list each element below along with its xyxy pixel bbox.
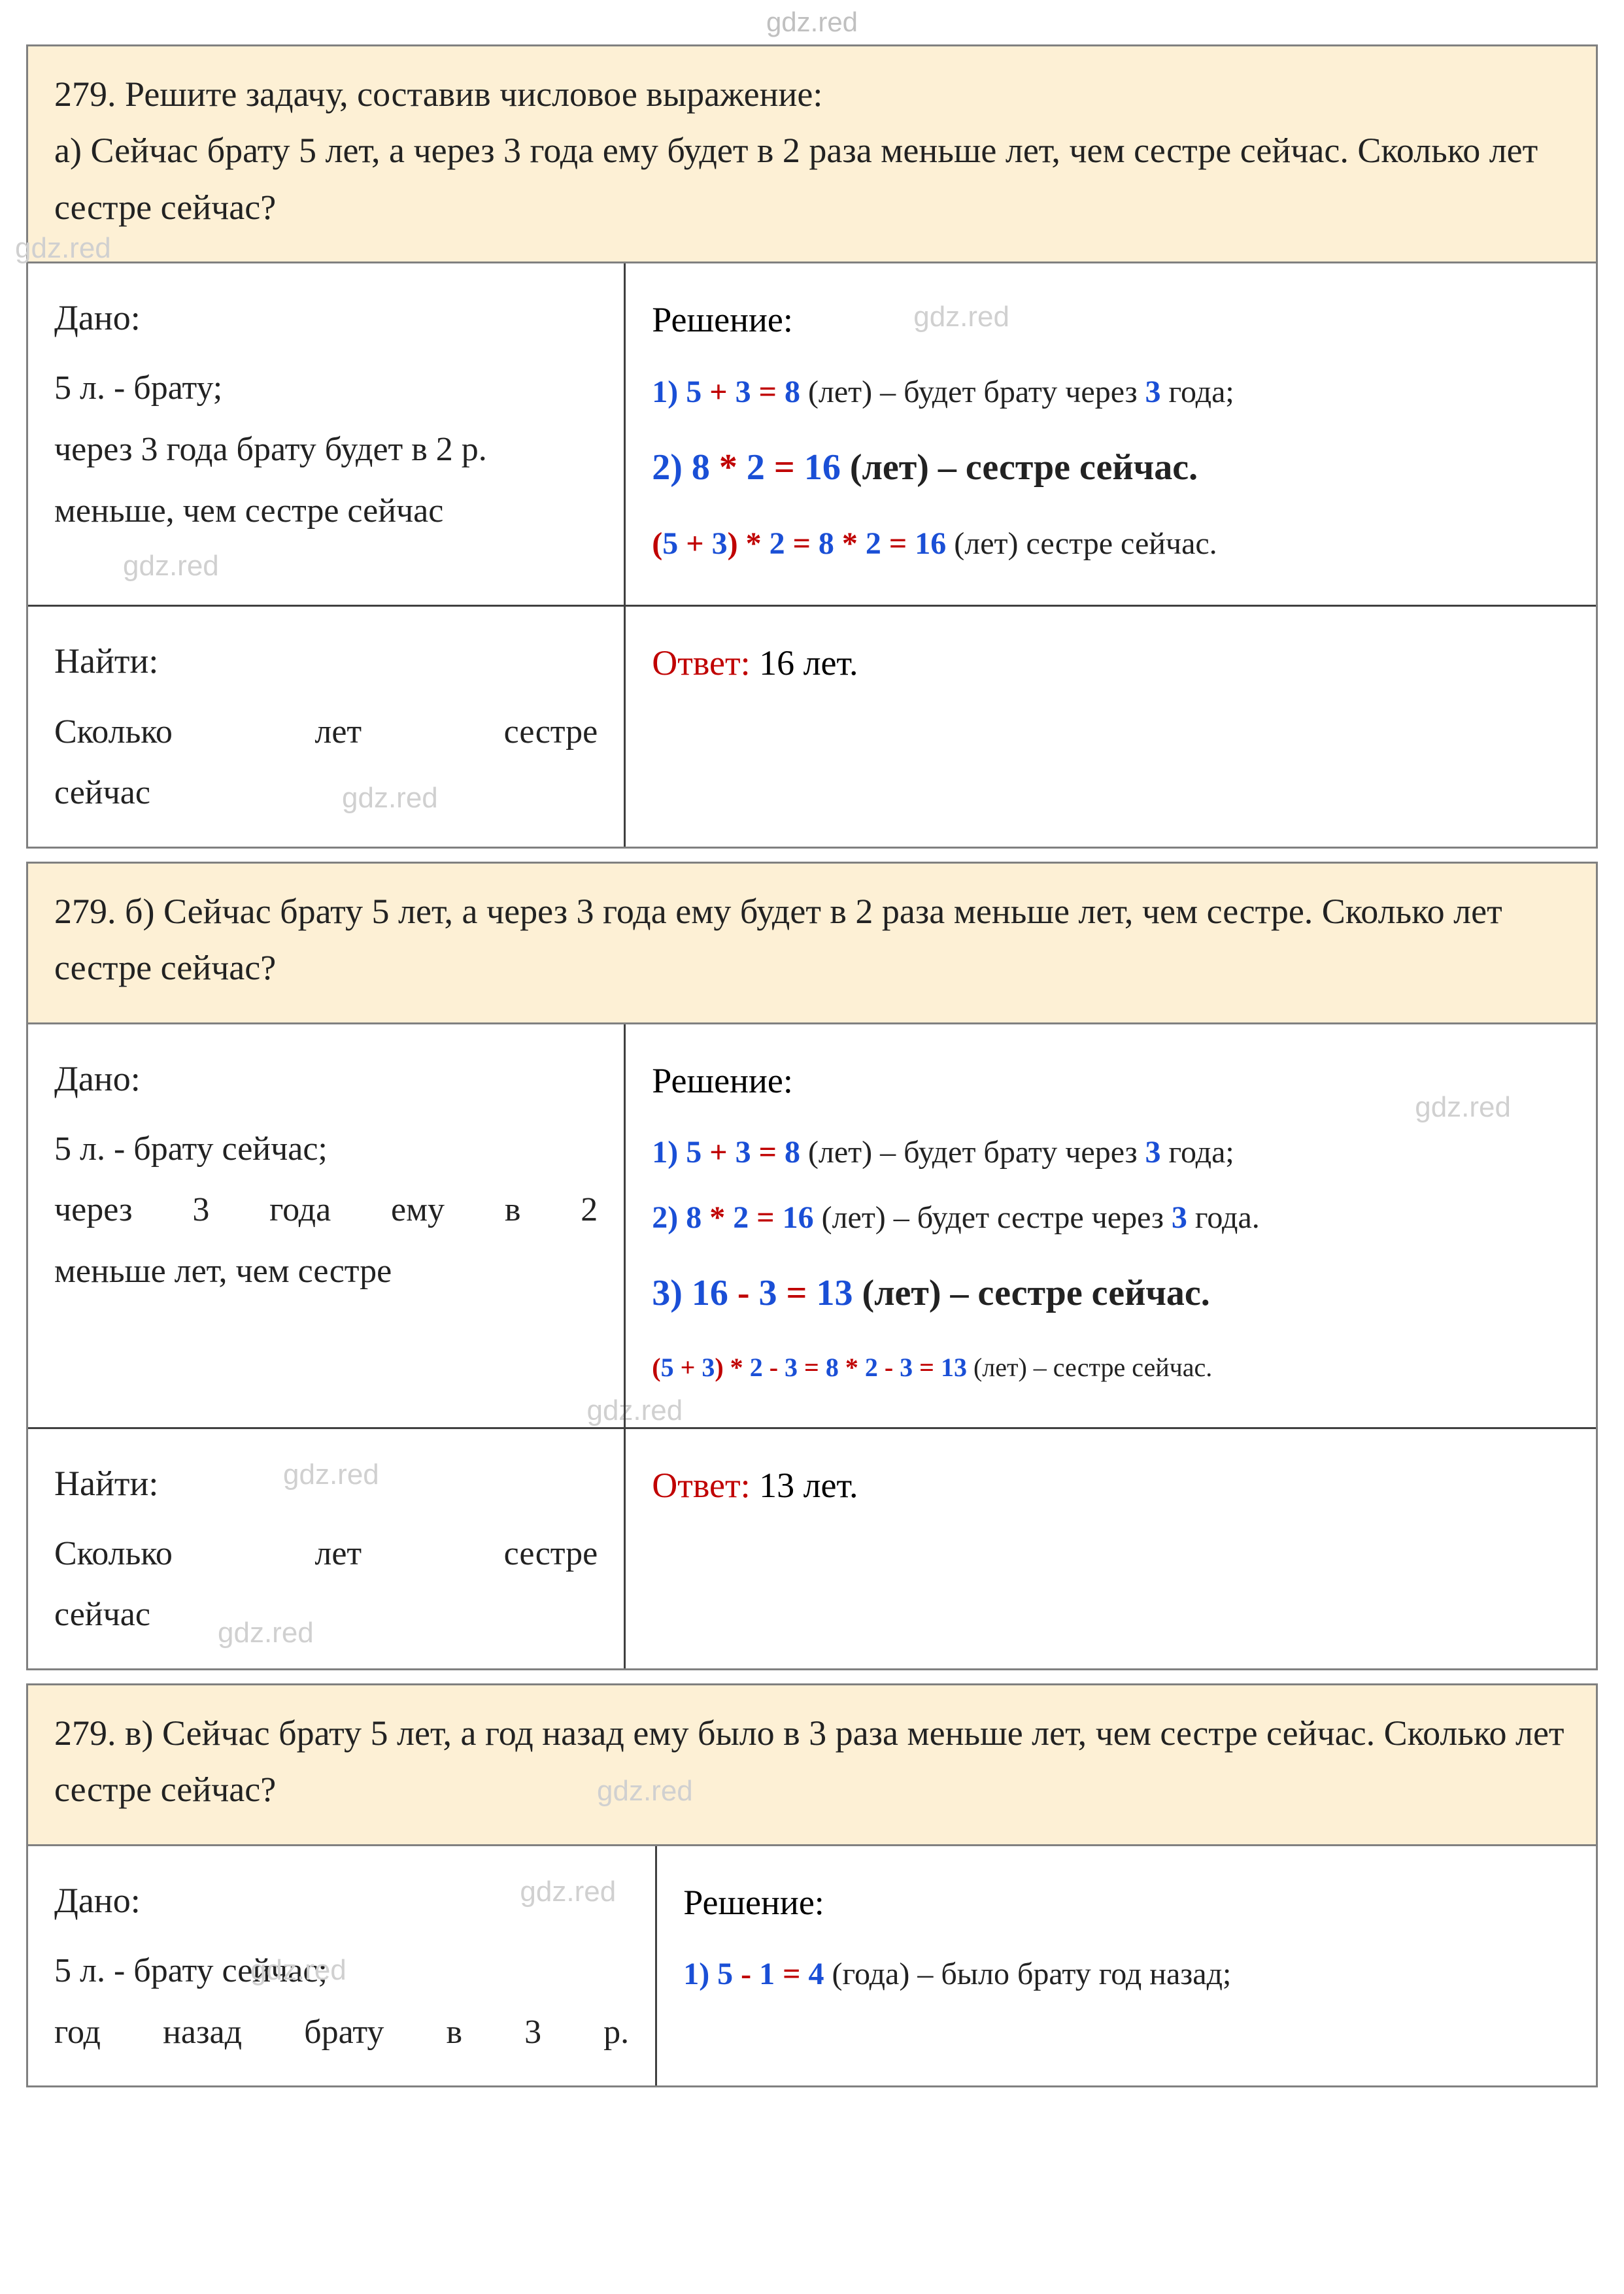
find-section-b: Найти: gdz.red Сколько лет сестре сейчас… <box>28 1427 624 1668</box>
given-section-a: Дано: 5 л. - брату; через 3 года брату б… <box>28 263 624 605</box>
problem-number: 279. Решите задачу, составив числовое вы… <box>54 75 822 114</box>
problem-sub-a: а) Сейчас брату 5 лет, а через 3 года ем… <box>54 131 1538 226</box>
solution-step-3: 3) 16 - 3 = 13 (лет) – сестре сейчас. <box>652 1258 1570 1328</box>
solution-step-1: 1) 5 - 1 = 4 (года) – было брату год наз… <box>683 1948 1570 2001</box>
find-text: Сколько лет сестре <box>54 1523 598 1585</box>
given-line: 5 л. - брату; <box>54 358 598 419</box>
problem-sub-c: 279. в) Сейчас брату 5 лет, а год назад … <box>54 1713 1565 1809</box>
problem-header-b: 279. б) Сейчас брату 5 лет, а через 3 го… <box>28 864 1596 1024</box>
answer-section-b: Ответ: 13 лет. <box>624 1427 1596 1668</box>
problem-block-c: 279. в) Сейчас брату 5 лет, а год назад … <box>26 1683 1598 2087</box>
problem-sub-b: 279. б) Сейчас брату 5 лет, а через 3 го… <box>54 892 1502 987</box>
find-text: Сколько лет сестре <box>54 701 598 763</box>
solution-step-1: 1) 5 + 3 = 8 (лет) – будет брату через 3… <box>652 1126 1570 1179</box>
answer-section-a: Ответ: 16 лет. <box>624 605 1596 846</box>
problem-block-b: 279. б) Сейчас брату 5 лет, а через 3 го… <box>26 862 1598 1670</box>
watermark: gdz.red <box>597 1768 693 1814</box>
solution-label: Решение: <box>652 286 1570 354</box>
solution-section-c: Решение: 1) 5 - 1 = 4 (года) – было брат… <box>655 1846 1596 2085</box>
given-line: меньше лет, чем сестре <box>54 1241 598 1302</box>
given-section-b: Дано: 5 л. - брату сейчас; через 3 года … <box>28 1024 624 1427</box>
solution-step-1: 1) 5 + 3 = 8 (лет) – будет брату через 3… <box>652 365 1570 419</box>
solution-formula: (5 + 3) * 2 = 8 * 2 = 16 (лет) сестре се… <box>652 517 1570 571</box>
page-header-watermark: gdz.red <box>0 0 1624 44</box>
watermark: gdz.red <box>123 540 219 592</box>
problem-body-a: Дано: 5 л. - брату; через 3 года брату б… <box>28 263 1596 605</box>
solution-label: Решение: <box>652 1047 1570 1115</box>
problem-body-b: Дано: 5 л. - брату сейчас; через 3 года … <box>28 1024 1596 1427</box>
given-line: через 3 года ему в 2 <box>54 1179 598 1241</box>
problem-block-a: 279. Решите задачу, составив числовое вы… <box>26 44 1598 849</box>
given-label: Дано: <box>54 286 598 350</box>
problem-header-c: 279. в) Сейчас брату 5 лет, а год назад … <box>28 1685 1596 1846</box>
find-label: Найти: <box>54 1452 598 1515</box>
solution-label: Решение: <box>683 1869 1570 1936</box>
solution-formula: (5 + 3) * 2 - 3 = 8 * 2 - 3 = 13 (лет) –… <box>652 1343 1570 1392</box>
solution-step-2: 2) 8 * 2 = 16 (лет) – сестре сейчас. <box>652 433 1570 502</box>
given-line: год назад брату в 3 р. <box>54 2002 629 2063</box>
find-label: Найти: <box>54 630 598 693</box>
find-answer-row-b: Найти: gdz.red Сколько лет сестре сейчас… <box>28 1427 1596 1668</box>
solution-section-b: Решение: gdz.red 1) 5 + 3 = 8 (лет) – бу… <box>624 1024 1596 1427</box>
find-answer-row-a: Найти: Сколько лет сестре сейчас gdz.red… <box>28 605 1596 846</box>
given-label: Дано: <box>54 1047 598 1111</box>
problem-body-c: Дано: gdz.red 5 л. - брату сейчас; gdz.r… <box>28 1846 1596 2085</box>
answer-label: Ответ: 16 лет. <box>652 630 1570 697</box>
find-text2: сейчас <box>54 1584 598 1645</box>
solution-step-2: 2) 8 * 2 = 16 (лет) – будет сестре через… <box>652 1191 1570 1245</box>
answer-label: Ответ: 13 лет. <box>652 1452 1570 1519</box>
given-line: через 3 года брату будет в 2 р. меньше, … <box>54 419 598 541</box>
find-section-a: Найти: Сколько лет сестре сейчас gdz.red <box>28 605 624 846</box>
solution-section-a: Решение: gdz.red 1) 5 + 3 = 8 (лет) – бу… <box>624 263 1596 605</box>
given-line: 5 л. - брату сейчас; <box>54 1940 629 2002</box>
given-label: Дано: <box>54 1869 629 1932</box>
problem-header-a: 279. Решите задачу, составив числовое вы… <box>28 46 1596 263</box>
given-section-c: Дано: gdz.red 5 л. - брату сейчас; gdz.r… <box>28 1846 655 2085</box>
find-text2: сейчас <box>54 762 598 824</box>
given-line: 5 л. - брату сейчас; <box>54 1119 598 1180</box>
